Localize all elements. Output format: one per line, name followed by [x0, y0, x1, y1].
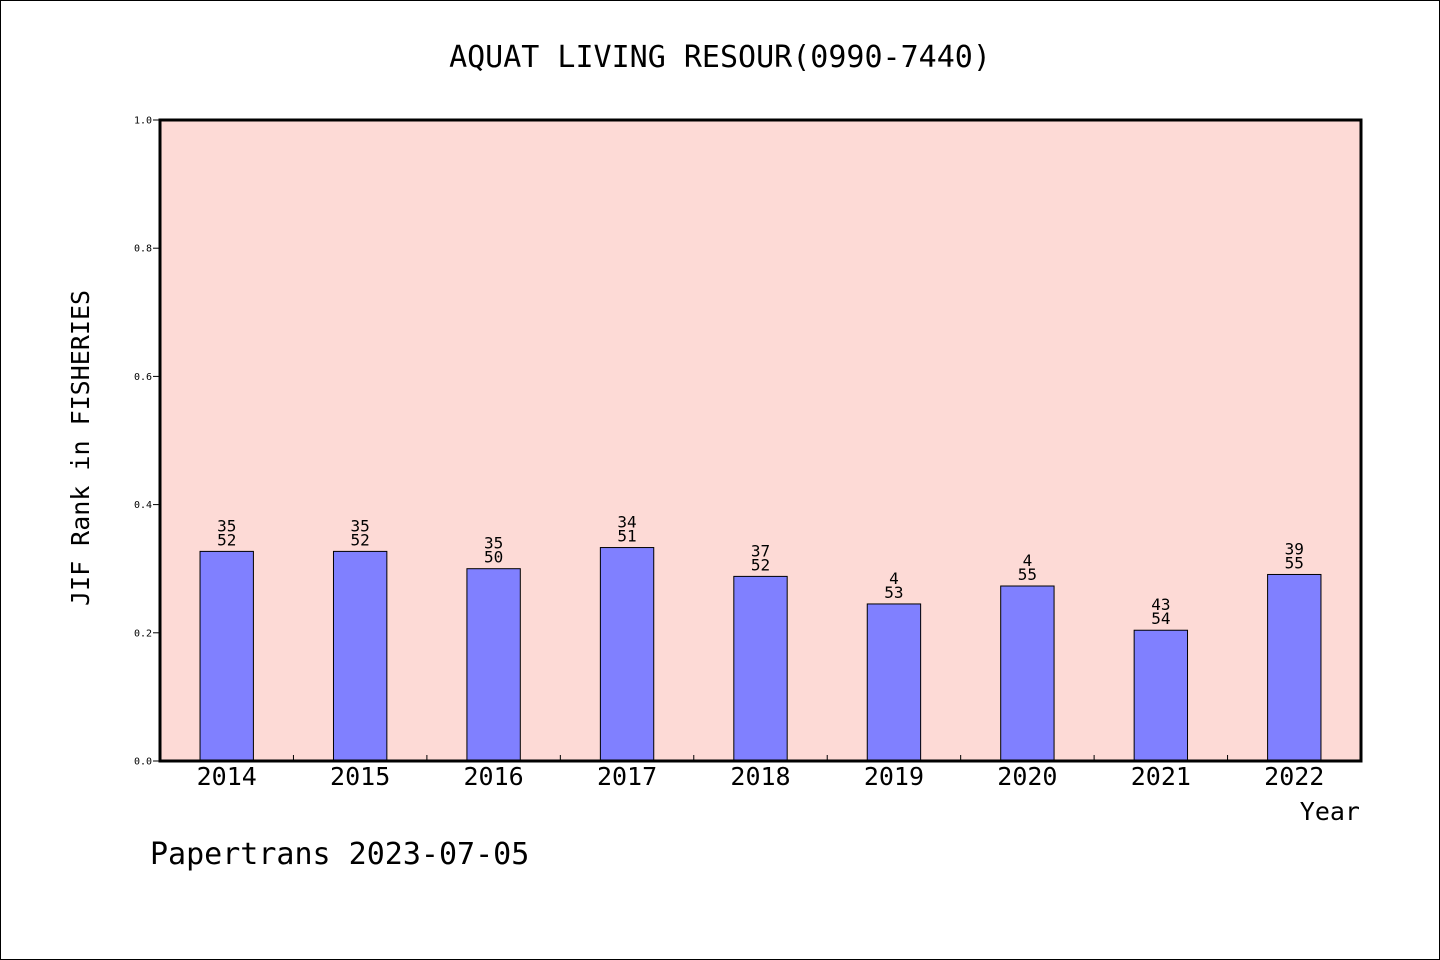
bar-label-total-2016: 50 [484, 548, 503, 567]
y-tick-label: 0.8 [134, 244, 152, 255]
bar-label-total-2018: 52 [751, 555, 770, 574]
x-tick-label-2021: 2021 [1131, 762, 1191, 791]
bars-layer [199, 547, 1322, 762]
bar-2016 [466, 568, 521, 762]
chart-title: AQUAT LIVING RESOUR(0990-7440) [449, 40, 991, 75]
bar-label-rank-2018: 37 [751, 541, 770, 560]
x-tick-label-2020: 2020 [997, 762, 1057, 791]
x-tick-label-2019: 2019 [864, 762, 924, 791]
bar-label-total-2020: 55 [1018, 565, 1037, 584]
bar-label-rank-2015: 35 [351, 516, 370, 535]
x-tick-label-2018: 2018 [730, 762, 790, 791]
x-axis-label: Year [1300, 797, 1360, 826]
bar-label-rank-2019: 4 [889, 569, 899, 588]
y-tick-label: 1.0 [134, 116, 152, 127]
x-tick-label-2022: 2022 [1264, 762, 1324, 791]
y-tick-label: 0.4 [134, 500, 152, 511]
bar-2015 [332, 550, 388, 762]
bar-label-total-2021: 54 [1151, 609, 1170, 628]
x-tick-label-2014: 2014 [197, 762, 257, 791]
bar-label-total-2014: 52 [217, 530, 236, 549]
y-tick-label: 0.0 [134, 757, 152, 768]
bar-label-rank-2016: 35 [484, 534, 503, 553]
y-tick-label: 0.6 [134, 372, 152, 383]
bar-label-rank-2020: 4 [1023, 551, 1033, 570]
bar-2020 [1000, 585, 1055, 762]
bar-2019 [866, 603, 922, 762]
bar-2018 [733, 575, 788, 762]
bar-label-total-2022: 55 [1285, 553, 1304, 572]
bar-label-total-2019: 53 [884, 583, 903, 602]
bar-2022 [1267, 573, 1322, 762]
x-tick-label-2016: 2016 [464, 762, 524, 791]
y-tick-label: 0.2 [134, 628, 152, 639]
x-tick-label-2015: 2015 [330, 762, 390, 791]
bar-2021 [1133, 629, 1189, 762]
footer-watermark-text: Papertrans 2023-07-05 [150, 837, 529, 872]
bar-2014 [199, 550, 254, 762]
plot-border [158, 118, 1363, 763]
x-tick-label-2017: 2017 [597, 762, 657, 791]
x-axis: 2014 2015 2016 2017 2018 2019 2020 2021 2022 [197, 755, 1324, 791]
y-axis: 0.0 0.2 0.4 0.6 0.8 1.0 [134, 116, 160, 768]
bar-label-rank-2014: 35 [217, 516, 236, 535]
bar-label-total-2017: 51 [617, 527, 636, 546]
bar-label-rank-2017: 34 [617, 513, 636, 532]
bar-label-total-2015: 52 [351, 530, 370, 549]
bar-2017 [599, 547, 655, 762]
bar-label-rank-2022: 39 [1285, 539, 1304, 558]
bar-label-rank-2021: 43 [1151, 595, 1170, 614]
y-axis-label: JIF Rank in FISHERIES [66, 290, 95, 606]
